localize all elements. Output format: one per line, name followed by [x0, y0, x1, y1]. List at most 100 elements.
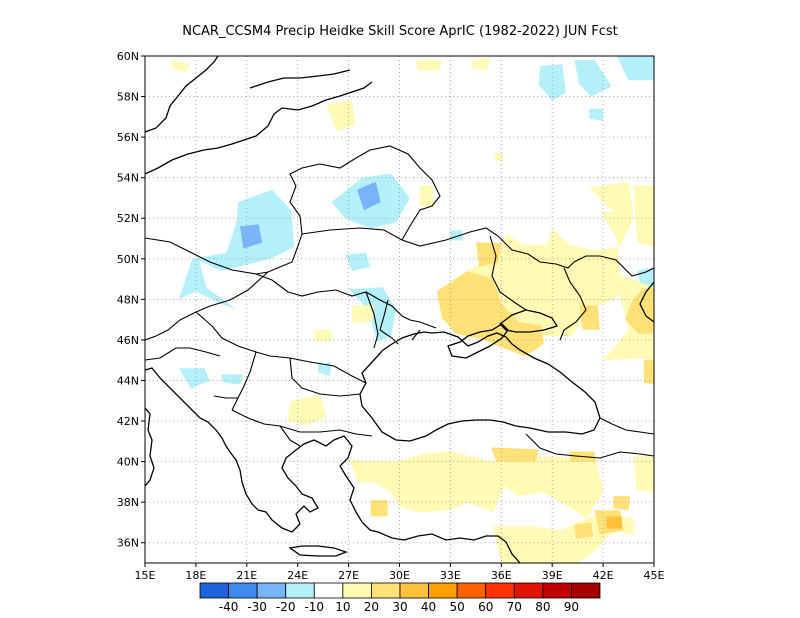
skill-area-c20 [436, 271, 544, 357]
caspian-coast [639, 281, 654, 323]
turkey-south-coast [377, 531, 521, 563]
country-borders [145, 145, 654, 459]
lat-tick-label: 38N [117, 496, 139, 509]
lat-tick-label: 50N [117, 253, 139, 266]
skill-area-c-10 [178, 189, 295, 310]
skill-area-c-10 [345, 252, 371, 271]
skill-area-c30 [606, 516, 622, 529]
graticule [145, 56, 654, 563]
lat-tick-label: 54N [117, 172, 139, 185]
azov-sea-coast [499, 309, 558, 333]
skill-area-c10 [326, 100, 356, 131]
lon-tick-label: 42E [593, 569, 614, 582]
colorbar-swatch [228, 582, 258, 599]
colorbar-swatch [313, 582, 344, 599]
colorbar-label: -10 [304, 600, 324, 614]
lat-tick-label: 58N [117, 91, 139, 104]
colorbar: -40 -30 -20 -10 10 20 30 40 50 60 70 80 90 [199, 582, 601, 614]
coastlines-and-borders [145, 56, 654, 563]
lon-tick-label: 39E [542, 569, 563, 582]
lon-tick-label: 33E [440, 569, 461, 582]
black-sea-coast [359, 331, 601, 442]
skill-area-c-10 [574, 60, 612, 97]
colorbar-swatch [571, 582, 601, 599]
italy-coast [145, 407, 155, 487]
longitude-tick-labels: 15E 18E 21E 24E 27E 30E 33E 36E 39E 42E 45E [135, 563, 665, 582]
colorbar-swatch [513, 582, 544, 599]
skill-area-c-20 [357, 181, 381, 211]
map-title: NCAR_CCSM4 Precip Heidke Skill Score Apr… [182, 24, 618, 39]
skill-area-c10 [419, 185, 434, 207]
lat-tick-label: 48N [117, 293, 139, 306]
colorbar-swatch [456, 582, 487, 599]
lon-tick-label: 45E [644, 569, 665, 582]
lon-tick-label: 27E [338, 569, 359, 582]
skill-area-c10 [348, 451, 604, 519]
skill-area-c20 [579, 305, 600, 330]
colorbar-swatch [285, 582, 315, 599]
adriatic-coast [145, 367, 259, 511]
lon-tick-label: 15E [135, 569, 156, 582]
lon-tick-label: 18E [185, 569, 206, 582]
skill-area-c10 [416, 60, 442, 71]
colorbar-label: 90 [564, 600, 579, 614]
skill-area-c20 [643, 360, 654, 385]
lat-tick-label: 44N [117, 374, 139, 387]
lon-tick-label: 30E [389, 569, 410, 582]
colorbar-swatch [485, 582, 515, 599]
colorbar-swatch [199, 582, 229, 599]
colorbar-label: -20 [276, 600, 296, 614]
colorbar-label: 70 [507, 600, 522, 614]
skill-area-c20 [491, 447, 539, 462]
skill-area-c-10 [589, 108, 604, 121]
colorbar-swatch [342, 582, 372, 599]
skill-area-c10 [172, 60, 190, 73]
colorbar-label: 30 [392, 600, 407, 614]
lat-tick-label: 40N [117, 456, 139, 469]
lat-tick-label: 52N [117, 212, 139, 225]
crete-coast [288, 545, 348, 557]
lon-tick-label: 21E [236, 569, 257, 582]
skill-area-c20 [370, 500, 388, 517]
skill-area-c10 [494, 153, 503, 162]
colorbar-label: 50 [450, 600, 465, 614]
skill-area-c20 [625, 287, 654, 334]
colorbar-label: 40 [421, 600, 436, 614]
colorbar-label: 80 [535, 600, 550, 614]
skill-area-c10 [492, 512, 612, 563]
skill-area-c10 [352, 305, 375, 322]
skill-area-c-10 [178, 368, 210, 389]
gulf-of-finland-coast [249, 69, 351, 89]
skill-area-c10 [287, 394, 327, 426]
skill-area-c10 [633, 185, 654, 247]
skill-area-c20 [613, 496, 631, 511]
baltic-coast [145, 81, 373, 175]
lat-tick-label: 56N [117, 131, 139, 144]
colorbar-label: -30 [247, 600, 267, 614]
greece-coast [257, 435, 379, 533]
skill-area-c-10 [616, 56, 654, 81]
skill-area-c10 [472, 58, 490, 71]
lat-tick-label: 42N [117, 415, 139, 428]
lon-tick-label: 24E [287, 569, 308, 582]
colorbar-swatch [371, 582, 401, 599]
skill-area-c-10 [221, 374, 244, 385]
colorbar-label: 20 [364, 600, 379, 614]
colorbar-label: -40 [219, 600, 239, 614]
colorbar-label: 10 [335, 600, 350, 614]
skill-area-c10 [633, 455, 654, 492]
skill-area-c-10 [318, 362, 332, 377]
colorbar-swatch [428, 582, 458, 599]
lat-tick-label: 60N [117, 50, 139, 63]
skill-area-c10 [314, 329, 332, 342]
colorbar-label: 60 [478, 600, 493, 614]
skill-area-c-20 [240, 224, 263, 249]
latitude-tick-labels: 36N 38N 40N 42N 44N 46N 48N 50N 52N 54N 56N 58N 60N [117, 50, 145, 550]
skill-area-c20 [574, 522, 593, 539]
skill-area-c-10 [637, 266, 654, 288]
lat-tick-label: 36N [117, 537, 139, 550]
skill-area-c-10 [538, 64, 566, 101]
colorbar-swatch [399, 582, 429, 599]
skill-shading-layer [172, 56, 654, 563]
